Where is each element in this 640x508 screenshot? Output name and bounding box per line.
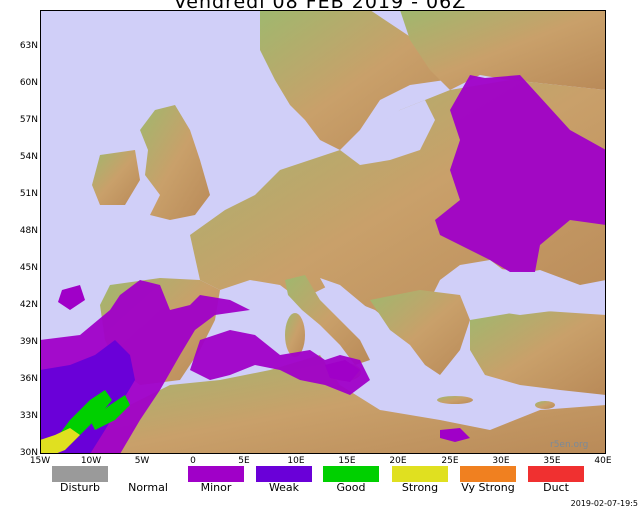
italy-land [285,275,370,365]
weak-zone [40,340,135,454]
lon-label: 30E [492,456,510,466]
lon-label: 10E [287,456,305,466]
watermark: r5en.org [550,440,589,450]
baltic-sea [340,100,435,165]
legend-label: Vy Strong [461,481,515,494]
lat-label: 33N [19,411,38,421]
lon-label: 5W [134,456,150,466]
legend-swatch-good [323,466,379,482]
cyprus-land [535,401,555,409]
map-frame [40,10,606,454]
lon-label: 20E [389,456,407,466]
good-zone-2 [90,395,130,430]
lon-label: 15W [29,456,51,466]
ireland-land [92,150,140,205]
legend-label: Normal [128,481,168,494]
legend-label: Weak [268,481,300,494]
lat-label: 45N [19,263,38,273]
legend-swatch-weak [256,466,312,482]
legend-swatch-disturb [52,466,108,482]
lat-label: 30N [19,448,38,458]
legend-label: Minor [200,481,232,494]
lat-label: 36N [19,374,38,384]
finland-land [400,10,606,90]
propagation-map [40,10,606,454]
minor-zone-ionian [325,360,360,382]
legend-swatch-normal [120,466,176,482]
turkey-land [470,310,606,395]
minor-zone-east [435,75,606,272]
legend-swatch-minor [188,466,244,482]
corsica-sardinia-land [285,313,305,357]
great-britain-land [140,105,210,220]
lat-label: 57N [19,115,38,125]
lat-label: 39N [19,337,38,347]
strong-zone [40,428,80,454]
lat-label: 63N [19,41,38,51]
minor-zone-levant [440,428,470,442]
minor-zone-atlantic-patch [58,285,85,310]
legend-label: Strong [401,481,439,494]
lon-label: 0 [190,456,196,466]
legend-swatch-duct [528,466,584,482]
lat-label: 42N [19,300,38,310]
map-title: Vendredi 08 FEB 2019 - 06Z [173,0,467,13]
lon-label: 10W [80,456,102,466]
legend-swatch-strong [392,466,448,482]
lat-label: 51N [19,189,38,199]
scandinavia-land [260,10,460,150]
north-africa-land [80,355,606,454]
crete-land [437,396,473,404]
balkans-land [370,290,470,375]
lon-label: 5E [238,456,250,466]
timestamp: 2019-02-07-19:5 [570,499,638,508]
adriatic-sea [320,278,375,330]
legend-swatch-vy-strong [460,466,516,482]
lat-label: 48N [19,226,38,236]
minor-zone-med [190,330,370,395]
black-sea [460,268,570,315]
lon-label: 25E [441,456,459,466]
lon-label: 40E [594,456,612,466]
lat-label: 60N [19,78,38,88]
legend-label: Good [336,481,366,494]
lon-label: 15E [338,456,356,466]
legend-label: Disturb [59,481,101,494]
lon-label: 35E [543,456,561,466]
lat-label: 54N [19,152,38,162]
legend-label: Duct [543,481,569,494]
